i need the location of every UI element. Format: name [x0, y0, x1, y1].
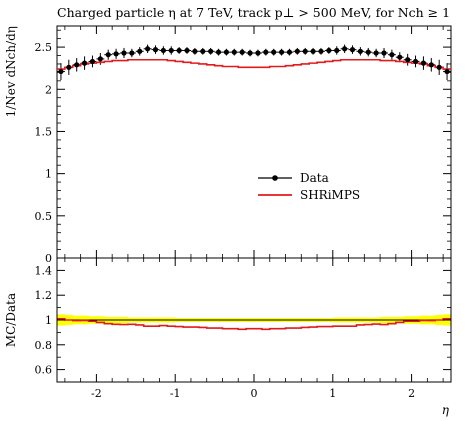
data-point: [397, 54, 403, 60]
x-tick-label: 2: [408, 387, 415, 400]
data-point: [89, 58, 96, 65]
ratio-y-ticks: 0.6 0.8 1 1.2 1.4: [35, 264, 451, 383]
data-point: [271, 49, 277, 55]
data-point: [74, 62, 80, 68]
data-point: [405, 57, 411, 63]
data-point: [81, 60, 88, 66]
x-tick-label: -1: [170, 387, 181, 400]
data-point: [420, 60, 427, 66]
data-point: [294, 48, 300, 54]
data-point: [145, 46, 151, 52]
data-point: [223, 49, 230, 55]
ratio-y-tick-label: 1.4: [35, 264, 53, 277]
chart-title: Charged particle η at 7 TeV, track p⊥ > …: [57, 5, 450, 20]
main-y-tick-label: 0: [45, 252, 52, 265]
ratio-y-tick-label: 0.8: [35, 339, 53, 352]
data-point: [436, 64, 442, 70]
data-error-bars: [57, 44, 451, 80]
ratio-y-tick-label: 1.2: [35, 289, 53, 302]
ratio-y-tick-label: 0.6: [35, 364, 53, 377]
main-y-tick-label: 1.5: [35, 125, 53, 138]
ratio-shrimps-histogram: [57, 317, 451, 331]
data-point: [129, 50, 135, 56]
data-point: [215, 49, 222, 55]
ratio-panel: 0.6 0.8 1 1.2 1.4 -2 -1 0 1 2 MC/Data η: [4, 257, 452, 417]
data-point: [286, 49, 293, 55]
x-tick-label: 1: [329, 387, 336, 400]
x-axis-ticks: -2 -1 0 1 2: [64, 258, 444, 400]
x-tick-label: -2: [91, 387, 102, 400]
data-point: [255, 50, 261, 56]
data-point: [373, 50, 379, 56]
shrimps-histogram: [57, 58, 451, 70]
legend: Data SHRiMPS: [258, 171, 360, 202]
data-point: [318, 48, 324, 54]
data-point: [278, 49, 285, 55]
data-point: [247, 50, 253, 56]
data-point: [239, 49, 245, 55]
data-point: [105, 52, 111, 58]
data-point: [357, 48, 363, 54]
x-tick-label: 0: [251, 387, 258, 400]
data-point: [263, 49, 269, 55]
data-point: [334, 47, 340, 54]
data-point: [121, 50, 127, 56]
legend-data-marker: [272, 175, 278, 181]
legend-shrimps-label: SHRiMPS: [300, 188, 360, 202]
data-point: [66, 64, 72, 70]
main-panel: 0 0.5 1 1.5 2 2.5 1/Nev dNch/dη Data SHRiMPS: [4, 25, 452, 265]
data-point: [97, 56, 103, 62]
data-point: [160, 47, 166, 54]
data-point: [349, 47, 356, 53]
x-axis-label: η: [442, 403, 450, 417]
data-point: [381, 50, 387, 56]
data-point: [58, 68, 64, 75]
data-point: [365, 49, 371, 55]
data-point: [428, 62, 434, 68]
main-y-tick-label: 0.5: [35, 210, 53, 223]
data-point: [200, 48, 206, 54]
ratio-y-tick-label: 1: [45, 314, 52, 327]
data-point: [389, 52, 395, 58]
data-point: [184, 47, 190, 54]
data-point: [326, 47, 332, 54]
data-point: [310, 48, 316, 54]
shrimps-line: [57, 58, 451, 70]
main-y-ticks: 0 0.5 1 1.5 2 2.5: [35, 26, 451, 265]
data-point: [168, 47, 174, 54]
data-point: [342, 46, 348, 52]
data-point: [302, 48, 308, 54]
data-point: [113, 51, 119, 57]
data-point: [444, 68, 450, 75]
legend-data-label: Data: [300, 171, 329, 185]
data-point: [208, 48, 214, 54]
data-point: [231, 49, 237, 55]
data-point: [137, 48, 143, 54]
data-point: [176, 47, 182, 54]
main-y-tick-label: 1: [45, 168, 52, 181]
main-y-tick-label: 2.5: [35, 41, 53, 54]
main-y-axis-label: 1/Nev dNch/dη: [4, 26, 18, 117]
data-point: [152, 47, 159, 53]
main-y-tick-label: 2: [45, 83, 52, 96]
ratio-shrimps-line: [57, 317, 451, 331]
data-point: [192, 48, 198, 54]
ratio-y-axis-label: MC/Data: [4, 293, 18, 347]
data-point: [412, 58, 419, 65]
data-points: [58, 46, 450, 75]
